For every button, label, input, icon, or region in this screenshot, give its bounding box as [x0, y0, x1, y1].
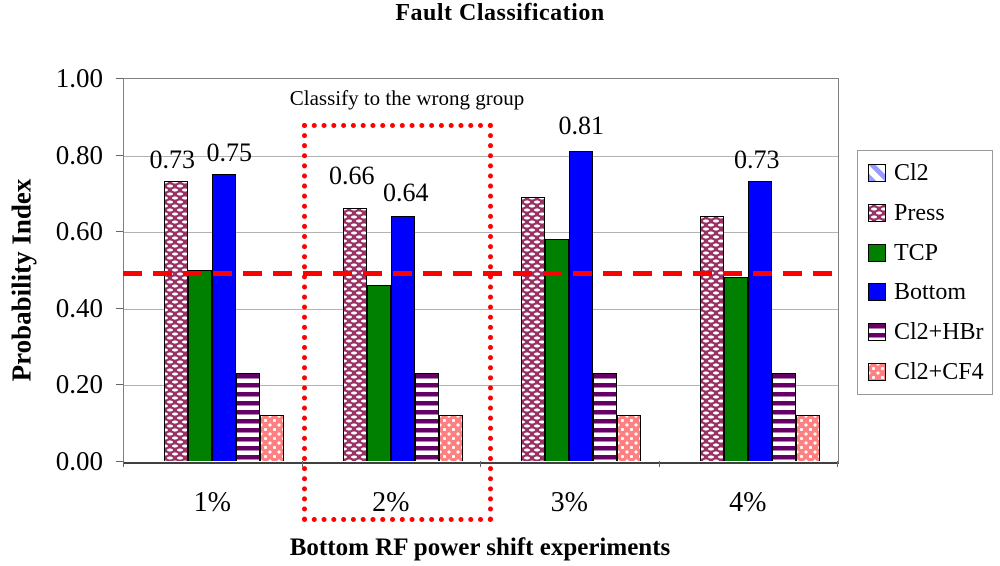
y-tick-label: 0.20	[55, 369, 103, 400]
legend-item-cl2: Cl2	[868, 160, 992, 186]
y-tick-mark	[116, 78, 123, 79]
bar-cl2+cf4-2%	[438, 415, 463, 461]
legend-item-bottom: Bottom	[868, 279, 992, 305]
bar-cl2+hbr-3%	[593, 372, 618, 461]
y-tick-mark	[116, 231, 123, 233]
bar-press-3%	[521, 196, 546, 461]
y-tick-mark	[116, 461, 123, 462]
bar-bottom-4%	[747, 181, 772, 461]
x-tick-mark	[837, 461, 838, 467]
legend-swatch-icon	[868, 363, 886, 382]
y-tick-label: 0.40	[55, 292, 103, 323]
x-tick-label: 4%	[729, 487, 767, 518]
y-tick-label: 0.00	[55, 446, 103, 476]
bar-press-4%	[699, 215, 724, 461]
legend-swatch-icon	[868, 243, 886, 262]
bar-cl2+hbr-4%	[771, 372, 796, 461]
x-axis-title: Bottom RF power shift experiments	[289, 534, 671, 561]
bar-tcp-2%	[366, 284, 391, 461]
gridline	[124, 308, 838, 310]
bar-value-label: 0.66	[329, 161, 375, 191]
bar-bottom-2%	[390, 215, 415, 461]
bar-cl2+hbr-1%	[236, 372, 261, 461]
legend-item-tcp: TCP	[868, 240, 992, 266]
bar-bottom-3%	[569, 150, 594, 461]
bar-value-label: 0.64	[383, 177, 429, 207]
legend-label: Press	[894, 199, 945, 226]
chart-title: Fault Classification	[395, 0, 605, 26]
bar-value-label: 0.73	[734, 145, 780, 175]
legend-label: Bottom	[894, 279, 967, 306]
x-tick-label: 3%	[550, 487, 588, 518]
bar-tcp-3%	[545, 238, 570, 461]
y-tick-mark	[116, 154, 123, 156]
y-tick-mark	[116, 307, 123, 309]
legend-swatch-icon	[868, 163, 886, 182]
x-tick-label: 1%	[193, 487, 231, 518]
x-tick-mark	[123, 461, 124, 467]
legend-swatch-icon	[868, 323, 886, 342]
bar-tcp-4%	[723, 277, 748, 461]
legend-item-press: Press	[868, 200, 992, 226]
legend-swatch-icon	[868, 283, 886, 302]
gridline	[124, 155, 838, 157]
x-tick-mark	[480, 461, 481, 467]
legend-label: TCP	[894, 239, 939, 266]
bar-bottom-1%	[212, 173, 237, 461]
x-tick-mark	[658, 461, 660, 467]
bar-value-label: 0.73	[149, 145, 196, 175]
bar-cl2+cf4-4%	[795, 415, 820, 461]
bar-cl2+cf4-1%	[260, 415, 285, 461]
legend-label: Cl2+CF4	[894, 359, 984, 386]
threshold-dashed-line	[123, 270, 837, 276]
x-tick-label: 2%	[372, 487, 410, 518]
bar-cl2+hbr-2%	[414, 372, 439, 461]
legend-label: Cl2	[894, 159, 929, 186]
legend-item-cl2-hbr: Cl2+HBr	[868, 319, 992, 345]
legend-label: Cl2+HBr	[894, 319, 984, 346]
legend-swatch-icon	[868, 203, 886, 222]
bar-tcp-1%	[188, 269, 213, 461]
y-tick-label: 0.60	[55, 216, 103, 247]
bar-cl2+cf4-3%	[617, 415, 642, 461]
legend-item-cl2-cf4: Cl2+CF4	[868, 359, 992, 385]
bar-press-1%	[164, 181, 189, 461]
gridline	[124, 232, 838, 234]
gridline	[124, 385, 838, 387]
bar-value-label: 0.81	[558, 110, 605, 140]
bar-value-label: 0.75	[206, 137, 253, 167]
wrong-group-highlight-box	[302, 123, 493, 522]
y-tick-mark	[116, 384, 123, 386]
y-axis-title: Probability Index	[6, 178, 37, 382]
y-tick-label: 0.80	[55, 139, 103, 170]
legend: Cl2 Press TCP Bottom Cl2+HBr Cl2+CF4	[857, 150, 993, 395]
y-tick-label: 1.00	[55, 63, 103, 93]
wrong-group-annotation: Classify to the wrong group	[289, 86, 525, 110]
